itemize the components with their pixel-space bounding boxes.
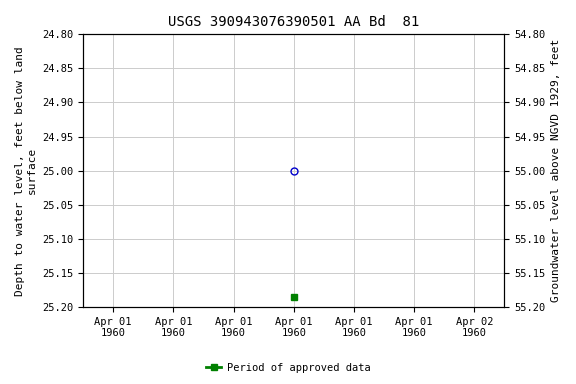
Title: USGS 390943076390501 AA Bd  81: USGS 390943076390501 AA Bd 81	[168, 15, 419, 29]
Legend: Period of approved data: Period of approved data	[202, 359, 374, 377]
Y-axis label: Groundwater level above NGVD 1929, feet: Groundwater level above NGVD 1929, feet	[551, 39, 561, 302]
Y-axis label: Depth to water level, feet below land
surface: Depth to water level, feet below land su…	[15, 46, 37, 296]
